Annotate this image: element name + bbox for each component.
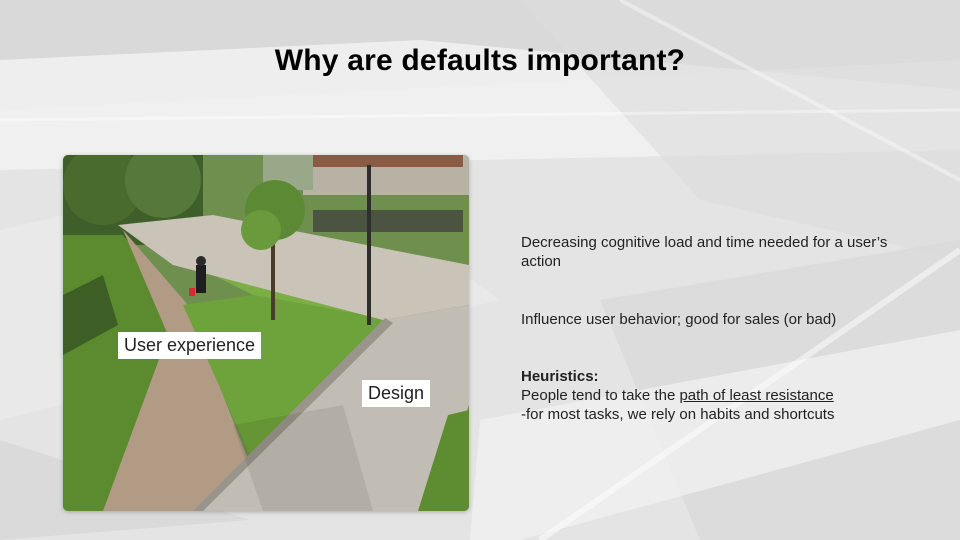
user-experience-label: User experience bbox=[118, 332, 262, 359]
heuristics-heading: Heuristics: bbox=[521, 368, 599, 385]
point-cognitive-load: Decreasing cognitive load and time neede… bbox=[521, 234, 888, 270]
slide-title: Why are defaults important? bbox=[274, 44, 686, 77]
heuristics-line-1-prefix: People tend to take the bbox=[521, 387, 680, 404]
heuristics-line-2: -for most tasks, we rely on habits and s… bbox=[521, 406, 835, 423]
heuristics-block: Heuristics: People tend to take the path… bbox=[521, 367, 921, 424]
heuristics-line-1: People tend to take the path of least re… bbox=[521, 386, 921, 405]
design-label: Design bbox=[362, 380, 431, 407]
park-path-photo: User experience Design bbox=[63, 155, 469, 511]
point-influence-behavior: Influence user behavior; good for sales … bbox=[521, 311, 837, 328]
path-of-least-resistance-link[interactable]: path of least resistance bbox=[679, 387, 834, 404]
